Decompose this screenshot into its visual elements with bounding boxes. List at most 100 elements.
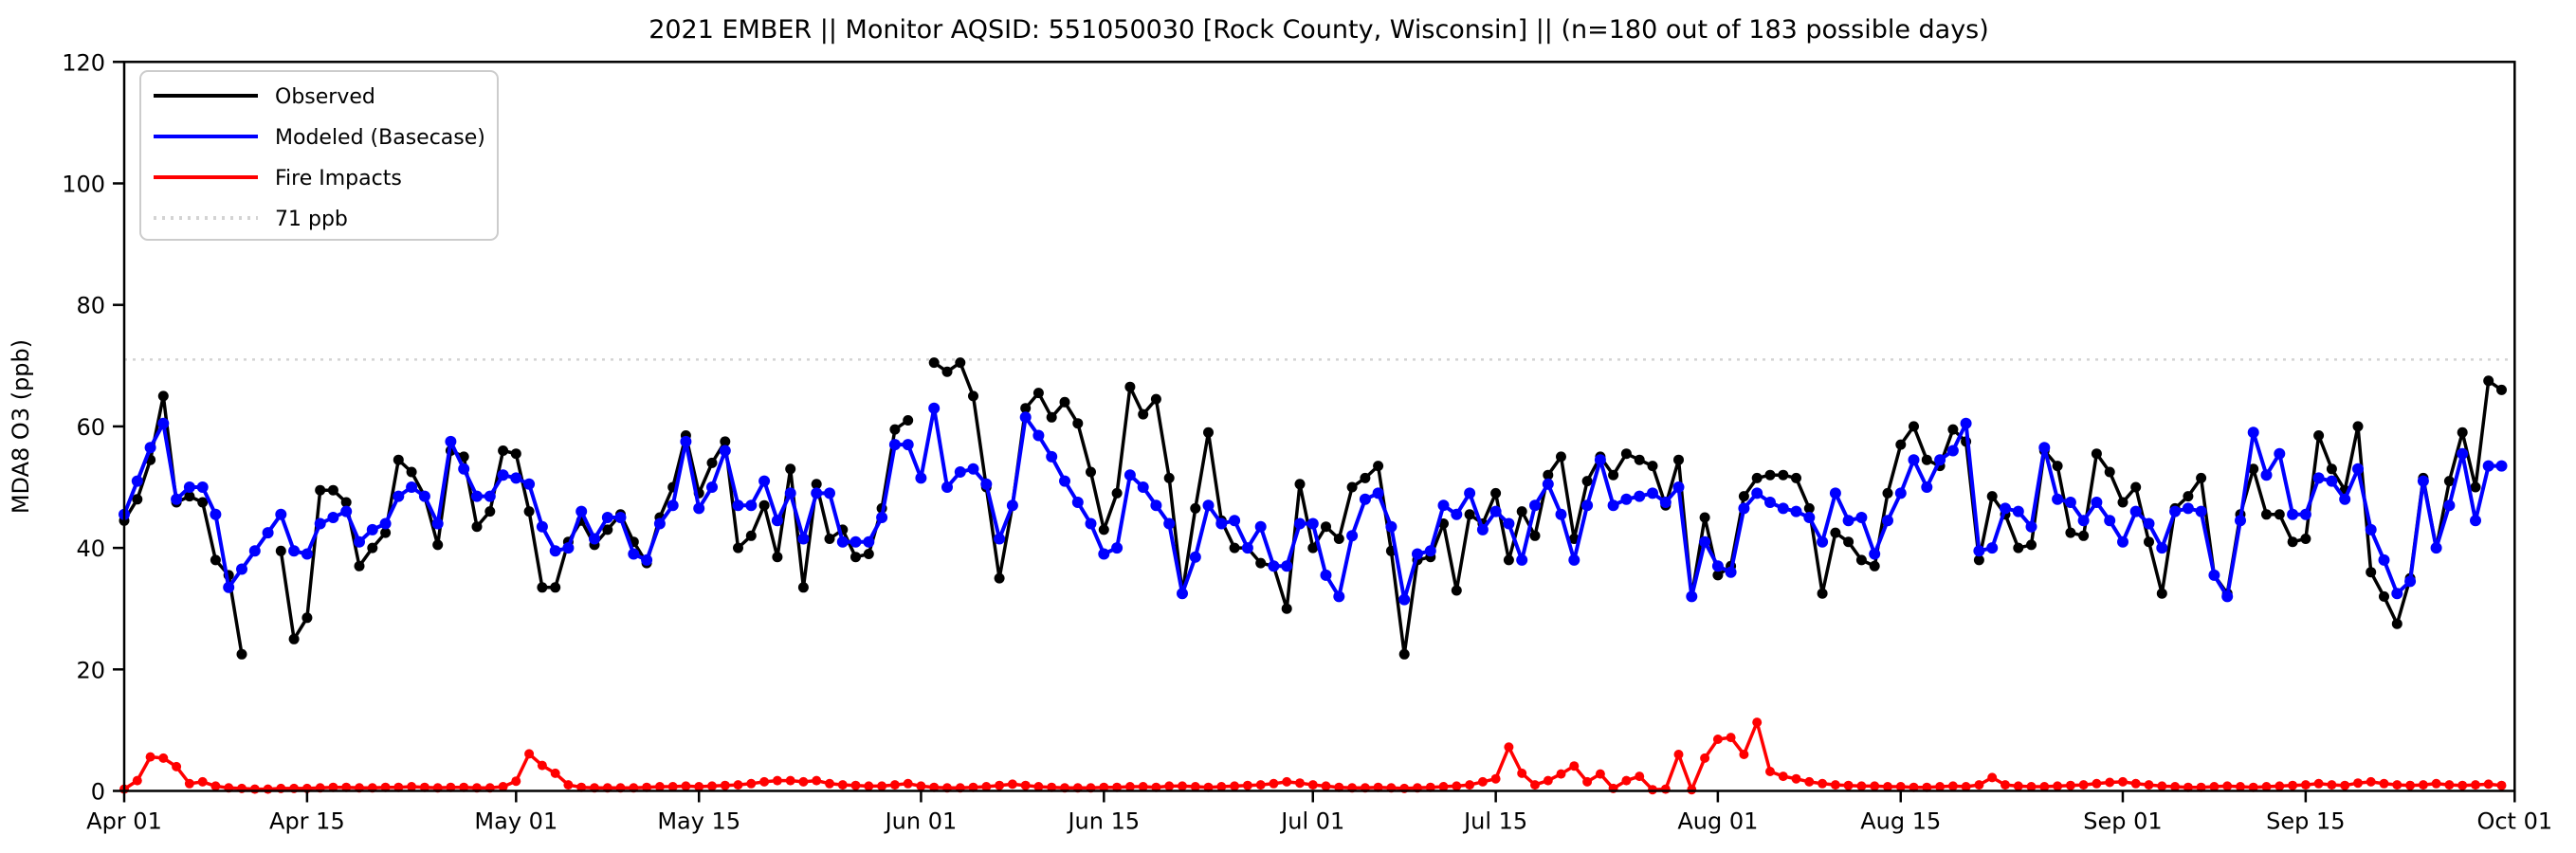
data-point xyxy=(2366,776,2376,787)
data-point xyxy=(2287,536,2298,548)
data-point xyxy=(1465,780,1475,790)
data-point xyxy=(263,784,273,794)
data-point xyxy=(2417,475,2429,487)
data-point xyxy=(1321,781,1331,791)
data-point xyxy=(2170,782,2181,791)
data-point xyxy=(2129,505,2142,517)
data-point xyxy=(2274,447,2286,460)
data-point xyxy=(1556,451,1566,463)
data-point xyxy=(1151,782,1161,792)
data-point xyxy=(1333,590,1345,603)
data-point xyxy=(2222,781,2233,791)
data-point xyxy=(1490,773,1501,784)
data-point xyxy=(2248,463,2259,475)
data-point xyxy=(2144,780,2154,790)
data-point xyxy=(2444,780,2455,790)
data-point xyxy=(941,481,953,493)
data-point xyxy=(967,463,979,475)
data-point xyxy=(2431,778,2441,789)
data-point xyxy=(497,469,509,481)
data-point xyxy=(929,782,940,792)
data-point xyxy=(1085,517,1097,530)
data-point xyxy=(994,533,1006,545)
data-point xyxy=(1020,780,1031,790)
data-point xyxy=(2471,780,2480,790)
data-point xyxy=(864,781,874,791)
data-point xyxy=(1477,776,1488,787)
data-point xyxy=(2496,384,2507,395)
data-point xyxy=(2038,442,2051,454)
data-point xyxy=(1137,481,1149,493)
data-point xyxy=(1150,393,1161,405)
data-point xyxy=(2299,508,2311,520)
data-point xyxy=(446,782,456,792)
data-point xyxy=(2430,542,2442,554)
data-point xyxy=(575,505,588,517)
data-point xyxy=(1476,523,1489,535)
data-point xyxy=(1163,517,1176,530)
data-point xyxy=(419,782,429,792)
data-point xyxy=(379,517,392,530)
data-point xyxy=(1725,566,1737,578)
data-point xyxy=(2064,497,2076,508)
data-point xyxy=(825,778,834,789)
data-point xyxy=(1673,454,1684,465)
data-point xyxy=(1281,603,1292,614)
data-point xyxy=(1424,545,1436,557)
data-point xyxy=(797,533,810,545)
data-point xyxy=(1333,534,1344,544)
data-point xyxy=(1818,778,1828,789)
data-point xyxy=(1464,487,1476,499)
data-point xyxy=(1700,753,1710,763)
data-point xyxy=(354,535,365,548)
data-point xyxy=(1529,530,1541,541)
data-point xyxy=(157,417,170,429)
data-point xyxy=(314,517,326,530)
data-point xyxy=(1687,785,1697,795)
data-point xyxy=(1620,448,1632,460)
data-point xyxy=(2496,780,2507,790)
data-point xyxy=(2443,476,2455,487)
data-point xyxy=(1032,388,1044,399)
data-point xyxy=(916,781,926,791)
data-point xyxy=(2091,448,2102,460)
data-point xyxy=(693,502,705,515)
data-point xyxy=(2339,493,2351,505)
data-point xyxy=(523,478,536,490)
data-point xyxy=(1372,487,1384,499)
data-point xyxy=(2327,780,2337,790)
data-point xyxy=(196,481,209,493)
data-point xyxy=(812,775,822,786)
data-point xyxy=(2326,475,2338,487)
data-point xyxy=(1765,767,1775,776)
data-point xyxy=(1530,780,1540,790)
data-point xyxy=(1086,466,1096,478)
data-point xyxy=(1504,742,1514,753)
data-point xyxy=(2144,536,2154,548)
data-point xyxy=(1543,775,1553,786)
data-point xyxy=(2313,778,2324,789)
data-point xyxy=(1947,424,1959,435)
data-point xyxy=(2247,426,2259,439)
data-point xyxy=(2118,776,2128,787)
data-point xyxy=(1398,593,1411,606)
data-point xyxy=(2379,778,2389,789)
data-point xyxy=(1752,717,1763,728)
data-point xyxy=(1973,545,1985,557)
data-point xyxy=(1216,782,1227,791)
data-point xyxy=(210,781,221,791)
data-point xyxy=(1334,782,1344,792)
data-point xyxy=(1882,487,1893,499)
data-point xyxy=(1934,454,1946,466)
data-point xyxy=(1490,487,1502,499)
data-point xyxy=(301,612,313,624)
x-tick-label: Jul 01 xyxy=(1279,808,1344,835)
data-point xyxy=(1856,781,1867,791)
data-point xyxy=(393,782,404,792)
data-point xyxy=(1138,408,1149,420)
data-point xyxy=(2288,780,2298,790)
data-point xyxy=(2287,508,2299,520)
data-point xyxy=(1230,781,1240,791)
data-point xyxy=(262,527,274,539)
